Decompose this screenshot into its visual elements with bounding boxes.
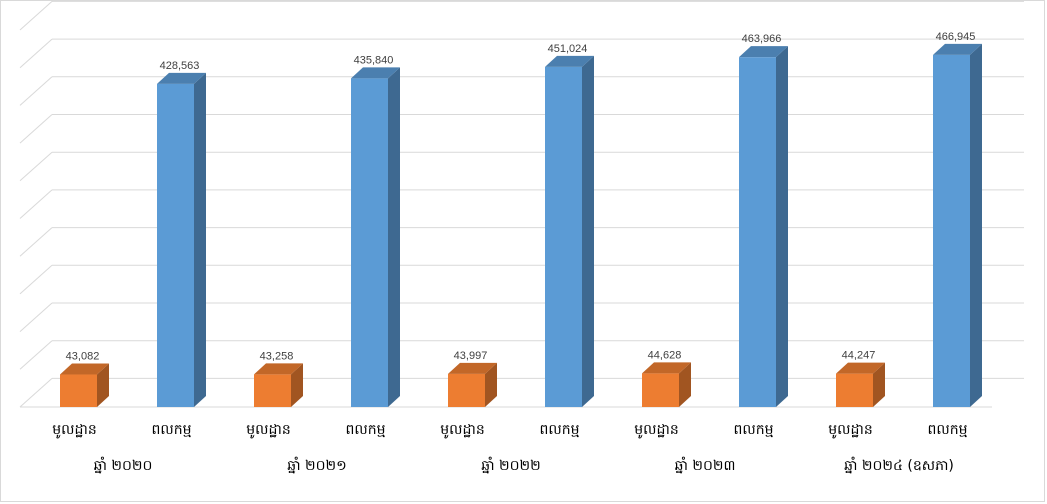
gridline-depth: [19, 378, 53, 408]
bar-front: [254, 374, 291, 407]
gridline-depth: [19, 340, 53, 370]
bar: [642, 362, 691, 407]
category-label: មូលដ្ឋាន: [440, 422, 484, 439]
bar-front: [60, 374, 97, 407]
category-label: ពលកម្ម: [346, 422, 386, 438]
bar-front: [351, 78, 388, 407]
group-label: ឆ្នាំ ២០២៣: [675, 456, 736, 474]
bars: [60, 43, 982, 408]
bar-front: [739, 57, 776, 407]
bar: [254, 363, 303, 407]
data-label: 44,628: [648, 349, 682, 361]
group-label: ឆ្នាំ ២០២០: [94, 456, 153, 474]
bar: [448, 362, 497, 407]
bar-top: [254, 363, 303, 375]
bar: [351, 67, 400, 407]
gridline-depth: [19, 302, 53, 332]
category-label: ពលកម្ម: [734, 422, 774, 438]
bar: [933, 43, 982, 408]
bar-side: [291, 363, 303, 407]
data-label: 463,966: [742, 33, 782, 45]
bar-side: [873, 362, 885, 407]
bar-top: [836, 362, 885, 374]
gridline-depth: [19, 264, 53, 295]
bar: [836, 362, 885, 407]
data-label: 466,945: [936, 31, 976, 43]
bar-front: [933, 54, 970, 408]
bar-front: [448, 373, 485, 407]
bar-side: [776, 46, 788, 407]
bar-top: [739, 46, 788, 58]
bar-side: [194, 72, 206, 407]
data-label: 43,258: [260, 350, 294, 362]
gridline-depth: [19, 189, 53, 219]
category-label: ពលកម្ម: [928, 422, 968, 438]
gridline-depth: [19, 1, 53, 31]
data-label: 428,563: [160, 60, 200, 72]
axis-labels: មូលដ្ឋាន ពលកម្មឆ្នាំ ២០២០ មូលដ្ឋាន ពលកម្មឆ្…: [52, 422, 967, 474]
category-label: មូលដ្ឋាន: [634, 422, 678, 439]
bar-top: [448, 362, 497, 374]
category-label: មូលដ្ឋាន: [828, 422, 872, 439]
data-label: 43,082: [66, 351, 100, 363]
group-label: ឆ្នាំ ២០២១: [287, 456, 346, 474]
data-label: 435,840: [354, 54, 394, 66]
group-label: ឆ្នាំ ២០២២: [481, 456, 540, 474]
bar-front: [836, 373, 873, 407]
bar-side: [485, 362, 497, 407]
category-label: ពលកម្ម: [152, 422, 192, 438]
bar-top: [351, 67, 400, 79]
category-label: មូលដ្ឋាន: [52, 422, 96, 439]
group-label: ឆ្នាំ ២០២៤ (ឧសភា): [844, 456, 954, 474]
gridline-depth: [19, 38, 53, 69]
category-label: ពលកម្ម: [540, 422, 580, 438]
gridline-depth: [19, 76, 53, 106]
bar-front: [545, 66, 582, 407]
bar-top: [642, 362, 691, 374]
bar-top: [545, 55, 594, 67]
bar: [739, 46, 788, 407]
data-label: 44,247: [842, 350, 876, 362]
gridline-depth: [19, 227, 53, 257]
bar-side: [679, 362, 691, 407]
bar-front: [642, 373, 679, 407]
bar-top: [933, 43, 982, 55]
bar-front: [157, 83, 194, 407]
bar: [545, 55, 594, 407]
bar: [60, 363, 109, 407]
bar-side: [970, 43, 982, 408]
data-label: 451,024: [548, 43, 588, 55]
bar-side: [388, 67, 400, 407]
bar: [157, 72, 206, 407]
gridline-depth: [19, 151, 53, 182]
bar-side: [582, 55, 594, 407]
gridline-depth: [19, 114, 53, 144]
bar-top: [60, 363, 109, 375]
category-label: មូលដ្ឋាន: [246, 422, 290, 439]
bar-top: [157, 72, 206, 84]
value-labels: 43,082 428,563 43,258 435,840 43,997 451,024 4…: [66, 31, 976, 363]
data-label: 43,997: [454, 350, 488, 362]
bar-side: [97, 363, 109, 407]
